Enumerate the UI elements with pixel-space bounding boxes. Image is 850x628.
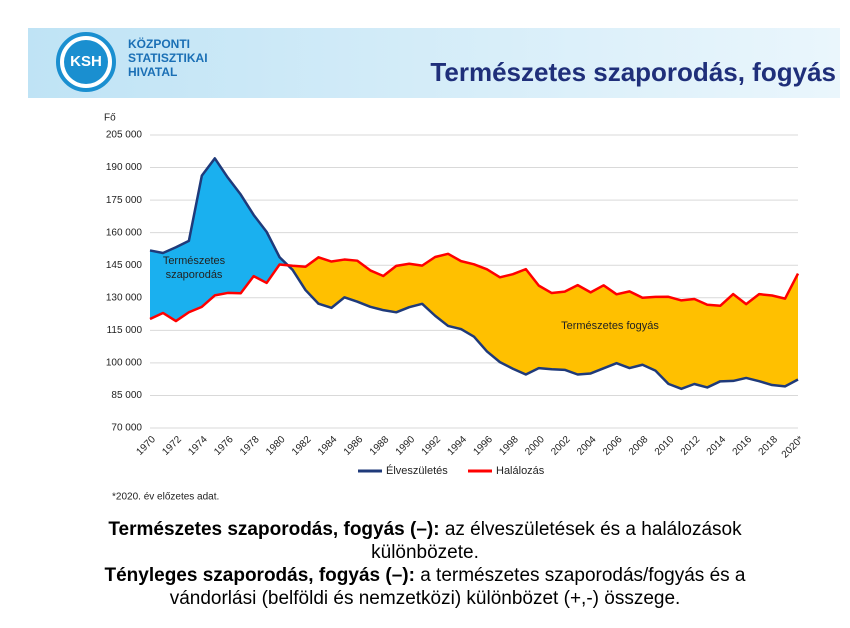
y-tick-label: 160 000 [106,227,143,238]
x-tick-label: 1976 [212,434,236,458]
x-tick-label: 1994 [446,434,470,458]
legend-label: Halálozás [496,465,545,477]
x-tick-label: 1988 [368,434,392,458]
y-tick-label: 145 000 [106,260,143,271]
x-tick-label: 1970 [134,434,158,458]
term: Tényleges szaporodás, fogyás (–): [104,565,415,586]
annotation: Természetes [163,255,226,267]
x-tick-label: 1992 [420,434,444,458]
x-tick-label: 2002 [549,434,573,458]
x-tick-label: 2014 [705,434,729,458]
header-band [28,28,840,98]
x-tick-label: 1996 [471,434,495,458]
definitions: Természetes szaporodás, fogyás (–): az é… [60,518,790,610]
definition: Tényleges szaporodás, fogyás (–): a term… [60,564,790,610]
x-tick-label: 2008 [627,434,651,458]
footnote: *2020. év előzetes adat. [112,492,219,503]
y-tick-label: 205 000 [106,130,143,141]
x-tick-label: 2016 [731,434,755,458]
chart-title: Természetes szaporodás, fogyás [430,57,836,87]
y-tick-label: 85 000 [111,390,142,401]
x-tick-label: 2020* [780,434,806,460]
x-tick-label: 1998 [497,434,521,458]
x-tick-label: 1986 [342,434,366,458]
y-tick-label: 130 000 [106,292,143,303]
x-tick-label: 2006 [601,434,625,458]
y-tick-label: 100 000 [106,358,143,369]
x-tick-label: 2018 [757,434,781,458]
x-tick-label: 1982 [290,434,314,458]
x-tick-label: 2004 [575,434,599,458]
definition: Természetes szaporodás, fogyás (–): az é… [60,518,790,564]
x-tick-label: 1978 [238,434,262,458]
annotation: Természetes fogyás [561,320,659,332]
logo-disc [64,40,108,84]
x-tick-label: 1980 [264,434,288,458]
y-tick-label: 175 000 [106,195,143,206]
y-tick-label: 70 000 [111,423,142,434]
legend-label: Élveszületés [386,464,448,477]
series-line [149,252,800,323]
y-axis-label: Fő [104,113,116,124]
x-tick-label: 1984 [316,434,340,458]
x-tick-label: 2012 [679,434,703,458]
x-tick-label: 2010 [653,434,677,458]
decrease-area [150,253,798,389]
y-tick-label: 115 000 [107,325,143,336]
org-name: STATISZTIKAI [128,51,208,65]
x-tick-label: 1974 [186,434,210,458]
y-tick-label: 190 000 [106,162,143,173]
org-name: HIVATAL [128,65,177,79]
x-tick-label: 2000 [523,434,547,458]
plot: 70 000 85 000 100 000 115 000 130 000 145 000… [106,130,806,477]
x-tick-label: 1990 [394,434,418,458]
series-line [149,157,799,391]
org-name: KÖZPONTI [128,36,190,51]
annotation: szaporodás [166,269,223,281]
x-tick-label: 1972 [160,434,184,458]
definition-text: a természetes szaporodás/fogyás és a ván… [169,565,746,609]
definition-text: az élveszületések és a halálozások külön… [371,519,742,563]
term: Természetes szaporodás, fogyás (–): [108,519,440,540]
logo-text: KSH [70,53,102,70]
